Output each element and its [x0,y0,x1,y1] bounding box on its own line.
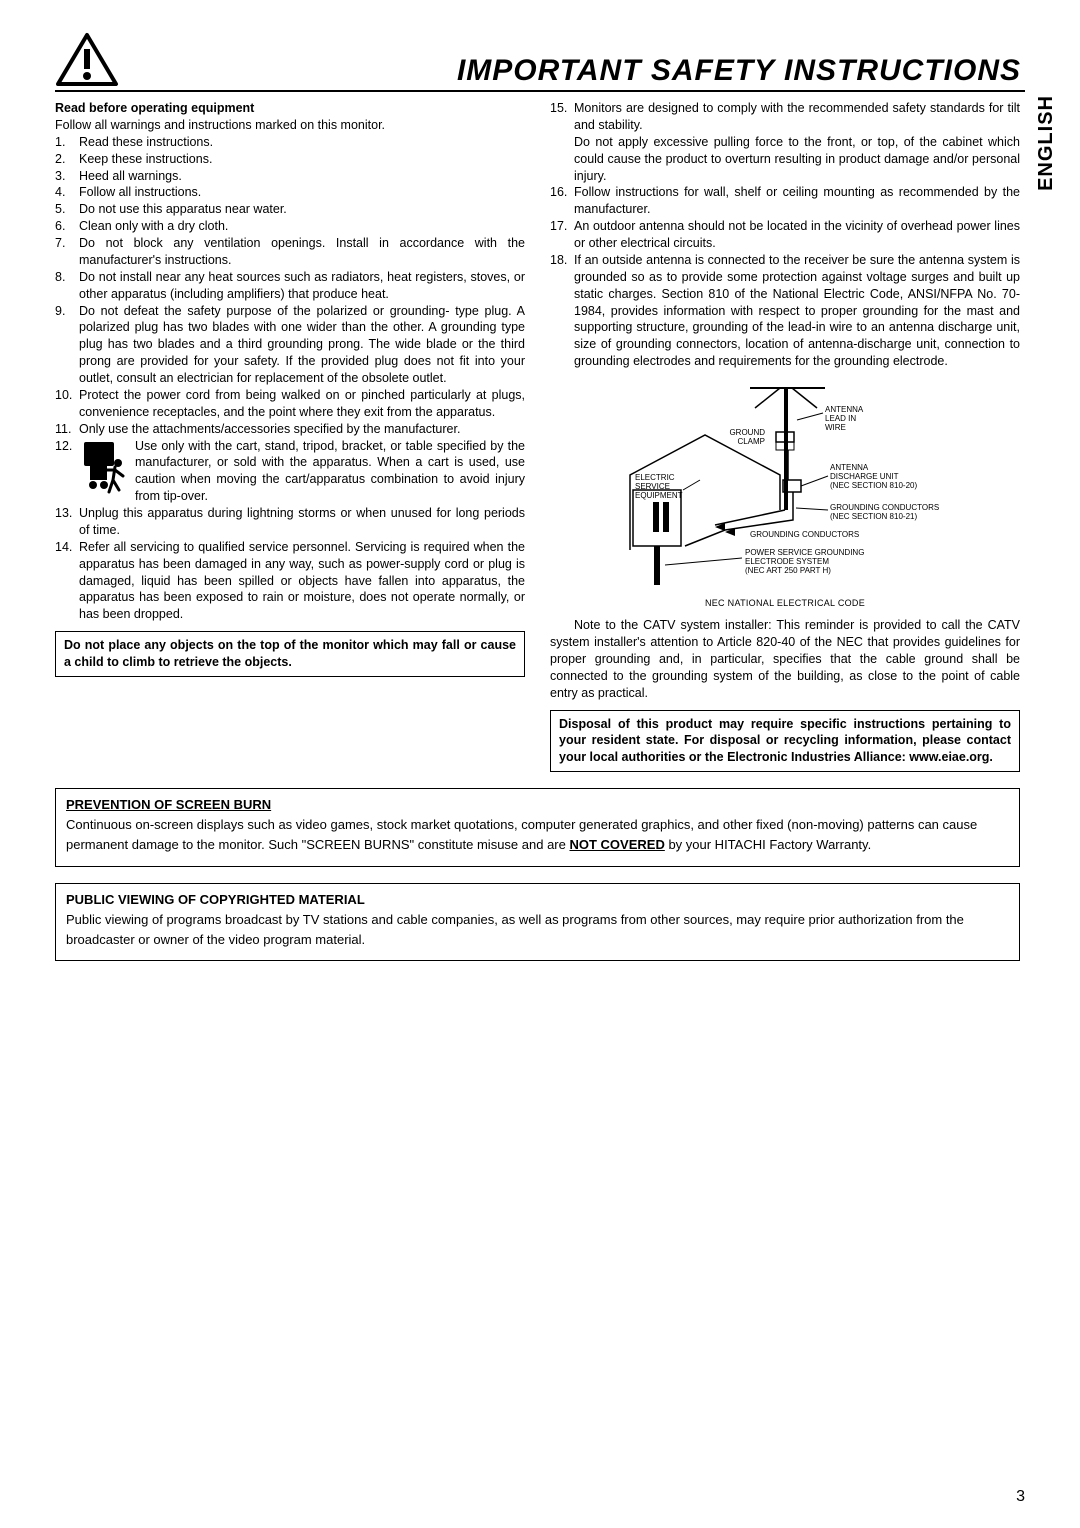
svg-text:GROUNDING CONDUCTORS(NEC SECTI: GROUNDING CONDUCTORS(NEC SECTION 810-21) [830,503,939,521]
page-title: IMPORTANT SAFETY INSTRUCTIONS [119,54,1025,88]
diagram-caption: NEC NATIONAL ELECTRICAL CODE [550,597,1020,609]
svg-text:GROUNDING CONDUCTORS: GROUNDING CONDUCTORS [750,530,859,539]
instr-12: Use only with the cart, stand, tripod, b… [79,438,525,506]
content-columns: Read before operating equipment Follow a… [55,100,1020,772]
instr-1: Read these instructions. [79,134,525,151]
svg-text:ELECTRICSERVICEEQUIPMENT: ELECTRICSERVICEEQUIPMENT [635,473,683,500]
instr-6: Clean only with a dry cloth. [79,218,525,235]
page: ENGLISH IMPORTANT SAFETY INSTRUCTIONS Re… [0,0,1080,1528]
instr-18: If an outside antenna is connected to th… [574,252,1020,370]
left-subhead: Read before operating equipment [55,100,525,117]
screenburn-not-covered: NOT COVERED [569,837,664,852]
svg-text:ANTENNADISCHARGE UNIT(NEC SECT: ANTENNADISCHARGE UNIT(NEC SECTION 810-20… [830,463,917,490]
catv-note: Note to the CATV system installer: This … [550,617,1020,701]
warning-triangle-icon [55,32,119,88]
instr-11: Only use the attachments/accessories spe… [79,421,525,438]
instr-12-num: 12. [55,438,79,506]
copyright-box: PUBLIC VIEWING OF COPYRIGHTED MATERIAL P… [55,883,1020,961]
antenna-grounding-diagram: ANTENNALEAD INWIRE GROUNDCLAMP ELECTRICS… [575,380,995,595]
svg-text:POWER SERVICE GROUNDINGELECTRO: POWER SERVICE GROUNDINGELECTRODE SYSTEM(… [745,548,864,575]
label-antenna-lead: ANTENNALEAD INWIRE [825,405,864,432]
left-warning-box: Do not place any objects on the top of t… [55,631,525,677]
instr-16: Follow instructions for wall, shelf or c… [574,184,1020,218]
copyright-text: Public viewing of programs broadcast by … [66,912,964,947]
instr-5: Do not use this apparatus near water. [79,201,525,218]
instr-9: Do not defeat the safety purpose of the … [79,303,525,387]
cart-tipover-icon [79,440,127,495]
right-column: 15.Monitors are designed to comply with … [550,100,1020,772]
instr-2: Keep these instructions. [79,151,525,168]
instr-7: Do not block any ventilation openings. I… [79,235,525,269]
instr-8: Do not install near any heat sources suc… [79,269,525,303]
instr-3: Heed all warnings. [79,168,525,185]
instruction-list: 1.Read these instructions. 2.Keep these … [55,134,525,623]
screenburn-text-post: by your HITACHI Factory Warranty. [665,837,871,852]
screenburn-head: PREVENTION OF SCREEN BURN [66,795,1009,815]
header-row: IMPORTANT SAFETY INSTRUCTIONS [55,32,1025,92]
right-disposal-box: Disposal of this product may require spe… [550,710,1020,773]
copyright-head: PUBLIC VIEWING OF COPYRIGHTED MATERIAL [66,890,1009,910]
instr-15: Monitors are designed to comply with the… [574,100,1020,184]
instr-17: An outdoor antenna should not be located… [574,218,1020,252]
instr-12-text: Use only with the cart, stand, tripod, b… [135,438,525,506]
instr-4: Follow all instructions. [79,184,525,201]
left-column: Read before operating equipment Follow a… [55,100,525,772]
instr-10: Protect the power cord from being walked… [79,387,525,421]
instr-13: Unplug this apparatus during lightning s… [79,505,525,539]
page-number: 3 [1016,1488,1025,1506]
left-intro: Follow all warnings and instructions mar… [55,117,525,134]
instruction-list-right: 15.Monitors are designed to comply with … [550,100,1020,370]
instr-14: Refer all servicing to qualified service… [79,539,525,623]
svg-text:GROUNDCLAMP: GROUNDCLAMP [729,428,765,446]
language-label: ENGLISH [1035,95,1058,191]
screenburn-box: PREVENTION OF SCREEN BURN Continuous on-… [55,788,1020,866]
